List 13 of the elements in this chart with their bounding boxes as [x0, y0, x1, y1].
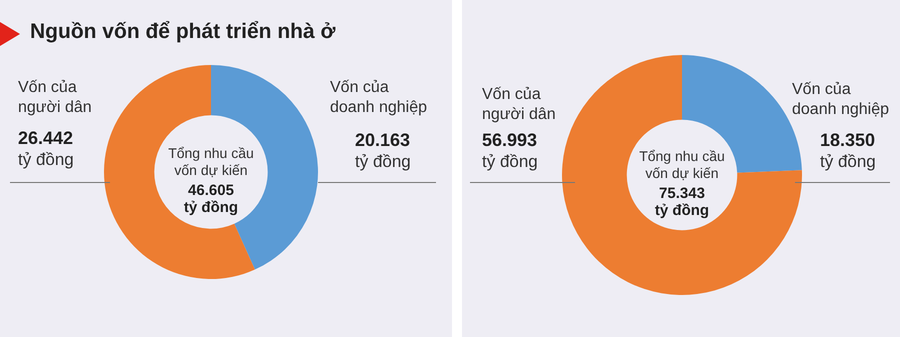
data-label: 26.442 tỷ đồng [18, 128, 74, 170]
data-label: 18.350 tỷ đồng [820, 130, 876, 172]
text: 75.343 tỷ đồng [654, 184, 710, 218]
text: Tổng nhu cầu vốn dự kiến [167, 144, 255, 178]
slice-label: Vốn của doanh nghiệp [330, 78, 427, 118]
text: Tổng nhu cầu vốn dự kiến [638, 148, 726, 182]
slice-label: Vốn của doanh nghiệp [792, 80, 889, 120]
data-label: 20.163 tỷ đồng [355, 130, 411, 172]
text: 46.605 tỷ đồng [182, 182, 240, 216]
slice-label: Vốn của người dân [482, 85, 556, 125]
slice-label: Vốn của người dân [18, 78, 92, 118]
data-label: 56.993 tỷ đồng [482, 130, 538, 172]
chart-title: Nguồn vốn để phát triển nhà ở [30, 20, 336, 44]
